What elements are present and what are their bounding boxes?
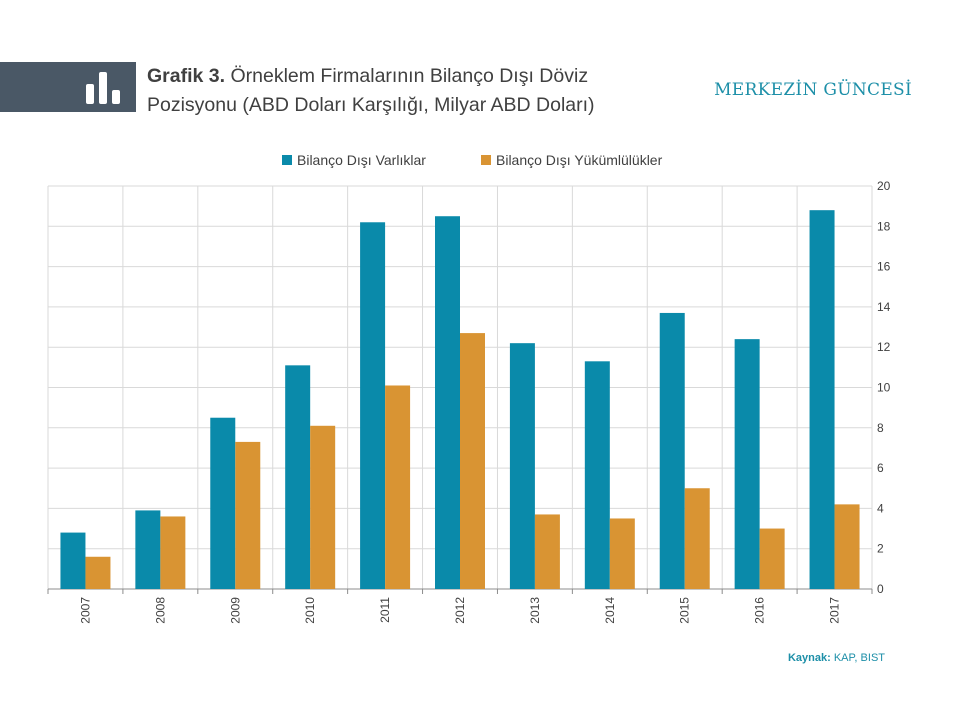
- bar-assets: [435, 216, 460, 589]
- bar-liabilities: [534, 514, 560, 589]
- x-tick-label: 2017: [828, 597, 842, 624]
- bar-assets: [285, 365, 311, 589]
- x-tick-label: 2016: [753, 597, 767, 624]
- x-tick-label: 2009: [228, 597, 242, 624]
- bar-liabilities: [85, 556, 111, 589]
- y-tick-label: 12: [877, 340, 891, 354]
- x-tick-label: 2013: [528, 597, 542, 624]
- bar-assets: [659, 312, 685, 589]
- y-tick-label: 14: [877, 300, 891, 314]
- legend-label-assets: Bilanço Dışı Varlıklar: [297, 152, 426, 168]
- bar-assets: [210, 417, 236, 589]
- page-title: Grafik 3. Örneklem Firmalarının Bilanço …: [147, 62, 707, 120]
- y-tick-label: 0: [877, 582, 884, 596]
- y-tick-label: 10: [877, 381, 891, 395]
- legend-swatch-liabilities: [481, 155, 491, 165]
- bar-assets: [360, 222, 386, 589]
- y-tick-label: 20: [877, 179, 891, 193]
- x-tick-label: 2015: [678, 597, 692, 624]
- bar-liabilities: [385, 385, 411, 589]
- bar-assets: [509, 343, 535, 589]
- y-tick-label: 8: [877, 421, 884, 435]
- bar-liabilities: [684, 488, 710, 589]
- bar-chart-icon: [86, 72, 120, 104]
- y-tick-label: 4: [877, 501, 884, 515]
- x-tick-label: 2014: [603, 597, 617, 624]
- y-tick-label: 6: [877, 461, 884, 475]
- bar-assets: [60, 532, 86, 589]
- legend-label-liabilities: Bilanço Dışı Yükümlülükler: [496, 152, 663, 168]
- x-tick-label: 2012: [453, 597, 467, 624]
- source-note: Kaynak: KAP, BIST: [680, 652, 885, 664]
- y-tick-label: 2: [877, 542, 884, 556]
- x-tick-label: 2008: [153, 597, 167, 624]
- bar-liabilities: [160, 516, 186, 589]
- bar-assets: [584, 361, 610, 589]
- source-value: KAP, BIST: [833, 652, 885, 664]
- x-tick-label: 2007: [78, 597, 92, 624]
- brand-logo: MERKEZİN GÜNCESİ: [714, 80, 912, 100]
- x-tick-label: 2010: [303, 597, 317, 624]
- x-tick-label: 2011: [378, 597, 392, 623]
- bar-liabilities: [460, 333, 485, 589]
- bar-assets: [809, 210, 835, 589]
- bar-liabilities: [834, 504, 860, 589]
- bar-liabilities: [310, 425, 336, 589]
- title-line-2: Pozisyonu (ABD Doları Karşılığı, Milyar …: [147, 94, 595, 116]
- bar-liabilities: [759, 528, 785, 589]
- legend-swatch-assets: [282, 155, 292, 165]
- bar-assets: [734, 339, 760, 589]
- title-line-1: Örneklem Firmalarının Bilanço Dışı Döviz: [230, 65, 589, 87]
- bar-assets: [135, 510, 161, 589]
- title-prefix: Grafik 3.: [147, 65, 226, 87]
- source-label: Kaynak:: [787, 652, 831, 664]
- y-tick-label: 16: [877, 260, 891, 274]
- bar-liabilities: [235, 441, 261, 589]
- y-tick-label: 18: [877, 219, 891, 233]
- bar-liabilities: [609, 518, 635, 589]
